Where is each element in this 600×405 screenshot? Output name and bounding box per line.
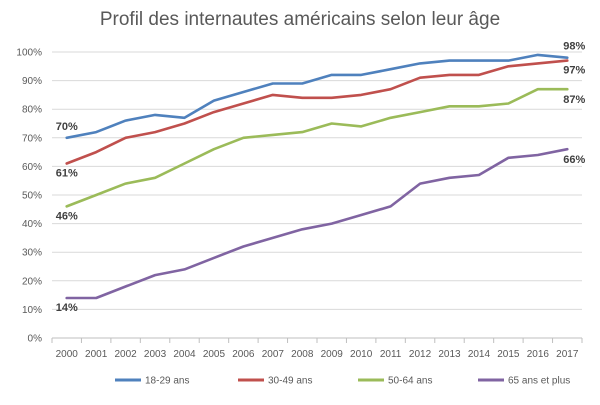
x-tick-label: 2015: [497, 349, 520, 360]
x-tick-label: 2010: [350, 349, 373, 360]
data-label: 87%: [563, 94, 585, 106]
data-label: 66%: [563, 154, 585, 166]
y-tick-label: 60%: [22, 162, 42, 173]
y-tick-label: 80%: [22, 105, 42, 116]
x-tick-label: 2016: [527, 349, 550, 360]
series-line: [65, 59, 569, 165]
y-tick-label: 30%: [22, 248, 42, 259]
series-line: [65, 147, 569, 300]
y-tick-label: 10%: [22, 305, 42, 316]
x-tick-label: 2008: [291, 349, 314, 360]
x-tick-label: 2004: [173, 349, 196, 360]
y-tick-label: 20%: [22, 276, 42, 287]
data-label: 98%: [563, 41, 585, 53]
legend-label: 65 ans et plus: [508, 376, 570, 387]
x-tick-label: 2006: [232, 349, 255, 360]
data-label: 14%: [56, 302, 78, 314]
x-tick-label: 2000: [56, 349, 79, 360]
x-tick-label: 2014: [468, 349, 491, 360]
x-tick-label: 2013: [438, 349, 461, 360]
y-tick-label: 50%: [22, 191, 42, 202]
y-tick-label: 0%: [28, 334, 43, 345]
series-line: [65, 53, 569, 140]
data-label: 46%: [56, 210, 78, 222]
data-label: 70%: [56, 121, 78, 133]
x-tick-label: 2002: [114, 349, 137, 360]
chart-title: Profil des internautes américains selon …: [99, 9, 501, 30]
series-line: [65, 87, 569, 208]
legend-label: 30-49 ans: [268, 376, 312, 387]
x-tick-label: 2003: [144, 349, 167, 360]
legend-label: 50-64 ans: [388, 376, 432, 387]
x-tick-label: 2011: [380, 349, 402, 360]
y-tick-label: 40%: [22, 219, 42, 230]
legend-label: 18-29 ans: [145, 376, 189, 387]
data-label: 61%: [56, 168, 78, 180]
y-tick-label: 100%: [16, 48, 42, 59]
x-tick-label: 2012: [409, 349, 432, 360]
x-tick-label: 2005: [203, 349, 226, 360]
x-tick-label: 2009: [321, 349, 344, 360]
y-tick-label: 90%: [22, 76, 42, 87]
x-tick-label: 2001: [85, 349, 108, 360]
y-tick-label: 70%: [22, 133, 42, 144]
data-label: 97%: [563, 65, 585, 77]
x-tick-label: 2017: [556, 349, 579, 360]
x-tick-label: 2007: [262, 349, 285, 360]
